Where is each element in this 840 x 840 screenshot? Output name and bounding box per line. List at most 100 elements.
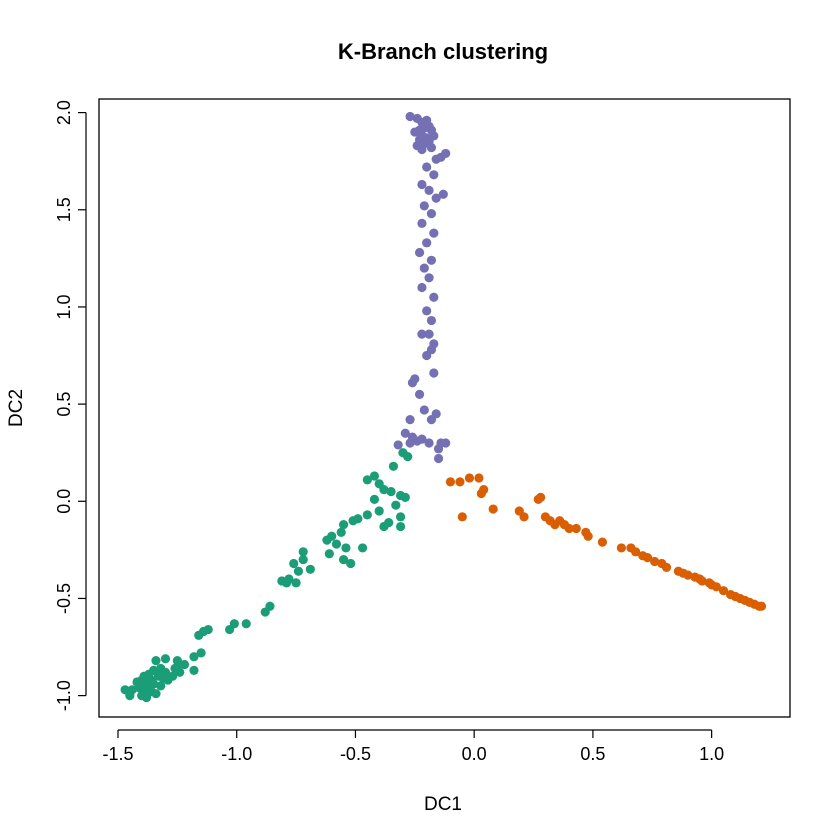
data-point-series-3 <box>445 477 456 487</box>
data-point-series-1 <box>426 142 437 153</box>
data-point-series-1 <box>429 170 439 180</box>
data-point-series-1 <box>422 350 432 361</box>
data-point-series-2 <box>336 527 346 537</box>
y-tick-label: -1.0 <box>54 680 74 711</box>
y-tick-label: 1.5 <box>54 197 74 222</box>
data-point-series-1 <box>419 263 429 273</box>
data-point-series-1 <box>400 428 410 438</box>
data-point-series-3 <box>631 547 641 557</box>
data-point-series-2 <box>298 547 308 557</box>
data-point-series-3 <box>519 512 529 522</box>
data-point-series-2 <box>125 691 135 701</box>
data-point-series-1 <box>422 238 432 248</box>
data-point-series-1 <box>441 438 451 448</box>
data-point-series-2 <box>400 492 410 502</box>
x-tick-label: -1.5 <box>102 744 133 764</box>
data-point-series-2 <box>395 512 406 522</box>
data-point-series-2 <box>151 689 161 699</box>
data-point-series-1 <box>426 415 437 425</box>
data-point-series-2 <box>160 654 171 664</box>
data-point-series-2 <box>322 535 332 545</box>
data-point-series-2 <box>369 494 380 504</box>
data-point-series-2 <box>156 681 166 691</box>
data-point-series-2 <box>281 578 292 588</box>
data-point-series-3 <box>678 568 688 578</box>
data-point-series-1 <box>424 438 434 448</box>
data-point-series-2 <box>331 539 342 549</box>
y-tick-label: -0.5 <box>54 583 74 614</box>
data-point-series-2 <box>194 630 204 640</box>
data-point-series-1 <box>417 282 427 293</box>
data-point-series-2 <box>348 516 358 526</box>
data-point-series-1 <box>424 273 434 283</box>
data-point-series-1 <box>431 154 441 164</box>
data-point-series-3 <box>642 553 653 563</box>
x-axis: -1.5 -1.0 -0.5 0.0 0.5 1.0 <box>102 729 724 764</box>
data-point-series-2 <box>391 500 401 510</box>
data-point-series-1 <box>426 255 437 265</box>
data-point-series-2 <box>369 471 380 481</box>
chart-title: K-Branch clustering <box>338 39 548 64</box>
data-point-series-2 <box>338 520 349 530</box>
data-point-series-2 <box>289 558 299 569</box>
data-point-series-3 <box>718 586 729 596</box>
data-point-series-1 <box>417 329 427 339</box>
data-point-series-1 <box>429 368 439 378</box>
x-tick-label: -1.0 <box>221 744 252 764</box>
data-point-series-1 <box>419 201 429 211</box>
data-point-series-1 <box>433 444 444 454</box>
x-tick-label: 1.0 <box>699 744 724 764</box>
data-point-series-3 <box>464 473 475 483</box>
data-point-series-1 <box>429 228 439 238</box>
data-point-series-3 <box>616 543 627 553</box>
data-point-series-3 <box>488 504 498 514</box>
data-point-series-3 <box>455 477 465 487</box>
y-tick-label: 1.0 <box>54 294 74 319</box>
data-point-series-3 <box>533 494 543 504</box>
data-point-series-1 <box>429 292 439 302</box>
data-point-series-2 <box>341 543 351 553</box>
data-point-series-1 <box>431 193 441 203</box>
x-tick-label: 0.5 <box>580 744 605 764</box>
data-point-series-1 <box>405 438 415 448</box>
y-tick-label: 2.0 <box>54 100 74 125</box>
data-point-series-1 <box>417 144 427 155</box>
data-point-series-2 <box>151 656 161 666</box>
data-point-series-2 <box>379 485 389 495</box>
data-point-series-1 <box>393 440 403 450</box>
data-point-series-1 <box>417 434 427 444</box>
data-point-series-2 <box>189 652 199 662</box>
data-point-series-2 <box>388 461 399 471</box>
data-point-series-2 <box>241 619 251 629</box>
y-axis: -1.0 -0.5 0.0 0.5 1.0 1.5 2.0 <box>54 100 87 711</box>
data-point-series-2 <box>403 451 413 462</box>
data-point-series-1 <box>417 179 427 190</box>
data-point-series-3 <box>571 523 581 534</box>
data-point-series-3 <box>707 580 717 590</box>
data-point-series-2 <box>225 624 235 635</box>
data-point-series-1 <box>407 378 418 388</box>
data-point-series-1 <box>424 185 434 195</box>
data-point-series-1 <box>426 315 437 326</box>
data-point-series-1 <box>405 415 415 425</box>
data-point-series-3 <box>457 512 467 522</box>
data-point-series-2 <box>362 510 372 520</box>
data-point-series-2 <box>196 648 206 658</box>
data-point-series-2 <box>338 554 349 565</box>
data-point-series-2 <box>346 558 356 569</box>
y-axis-label: DC2 <box>6 389 27 427</box>
data-point-series-2 <box>362 475 372 485</box>
data-point-series-3 <box>476 488 486 499</box>
data-point-series-2 <box>291 578 301 588</box>
data-point-series-2 <box>168 671 178 681</box>
data-point-series-1 <box>422 306 432 316</box>
data-point-series-2 <box>179 659 190 670</box>
data-point-series-1 <box>422 162 432 172</box>
data-point-series-2 <box>395 521 406 532</box>
data-point-series-1 <box>417 218 427 228</box>
data-point-series-2 <box>374 506 384 516</box>
data-point-series-2 <box>386 486 396 497</box>
plot-frame <box>98 98 791 718</box>
data-point-series-2 <box>305 564 315 574</box>
